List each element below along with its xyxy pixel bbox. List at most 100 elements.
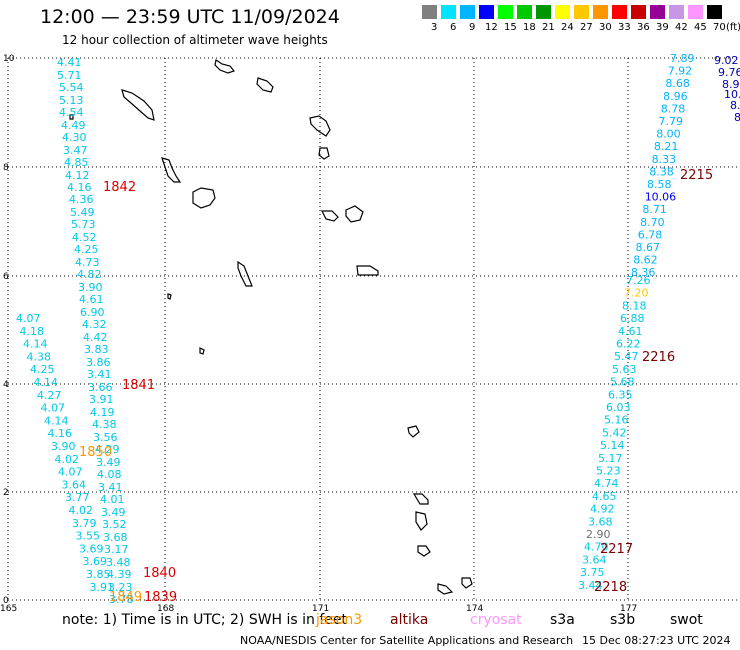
scale-label: 24 [561,22,574,33]
scale-swatch [593,5,608,19]
wave-height-value: 6.35 [608,388,633,401]
wave-height-value: 4.25 [74,243,99,256]
island [256,77,274,93]
axis-tick-labels: 165 168 171 174 177 10 8 6 4 2 0 [0,54,637,614]
island [192,187,216,209]
wave-height-value: 4.85 [64,156,89,169]
wave-height-value: 4.27 [37,389,62,402]
wave-height-value: 4.02 [69,504,94,517]
wave-height-value: 8.70 [640,216,665,229]
y-tick-label: 8 [3,163,9,173]
wave-height-value: 4.19 [90,406,115,419]
island [437,583,454,595]
footer-credit: NOAA/NESDIS Center for Satellite Applica… [240,634,574,647]
wave-height-value: 3.47 [63,144,88,157]
scale-label: 9 [469,22,476,33]
wave-height-value: 5.16 [604,414,629,427]
island [345,205,364,223]
wave-height-value: 3.83 [84,343,109,356]
wave-height-value: 4.36 [69,193,94,206]
pass-time-label: 1841 [122,378,155,393]
wave-height-value: 4.82 [77,268,102,281]
wave-height-value: 8. [730,99,740,112]
wave-height-value: 6.78 [638,228,663,241]
island [461,577,473,589]
wave-height-value: 3.49 [101,506,126,519]
wave-height-value: 3.69 [83,555,108,568]
scale-label: 21 [542,22,555,33]
wave-height-value: 3.52 [102,518,127,531]
scale-label: 42 [675,22,688,33]
wave-height-value: 6.88 [620,312,645,325]
satellite-s3a: s3a [550,612,575,628]
wave-height-value: 5.47 [614,350,639,363]
pass-time-label: 1842 [103,180,136,195]
wave-height-value: 8. [734,111,740,124]
scale-swatch [422,5,437,19]
map-subtitle: 12 hour collection of altimeter wave hei… [62,33,328,47]
scale-swatch [517,5,532,19]
wave-height-value: 7.20 [624,287,649,300]
pass-time-label: 1840 [143,566,176,581]
wave-height-value: 8.67 [636,241,661,254]
wave-height-value: 5.68 [610,376,635,389]
wave-height-value: 10.0 [724,88,740,101]
wave-height-value: 4.07 [58,466,83,479]
satellite-name: cryosat [470,612,522,628]
y-tick-label: 4 [3,380,9,390]
wave-height-value: 10.06 [645,191,677,204]
satellite-jason3: jason3 [316,612,362,628]
wave-height-value: 3.69 [79,542,104,555]
satellite-name: swot [670,612,703,628]
y-tick-label: 2 [3,488,9,498]
footer-timestamp: 15 Dec 08:27:23 UTC 2024 [582,634,731,647]
scale-swatch [441,5,456,19]
wave-height-value: 4.29 [95,443,120,456]
island [214,59,236,74]
wave-height-value: 4.25 [30,363,55,376]
y-tick-label: 6 [3,272,9,282]
wave-height-value: 4.08 [97,468,122,481]
wave-height-value: 4.54 [59,106,84,119]
wave-height-value: 3.77 [65,491,90,504]
x-tick-label: 171 [312,604,329,614]
island [69,114,74,120]
wave-height-value: 5.14 [600,439,625,452]
scale-swatch [707,5,722,19]
wave-height-value: 4.07 [16,312,41,325]
scale-swatch [650,5,665,19]
wave-height-value: 7.26 [626,274,651,287]
scale-label: 39 [656,22,669,33]
pass-time-label: 2217 [600,542,633,557]
wave-height-value: 6.22 [616,338,641,351]
island [407,425,420,438]
satellite-altika: altika [390,612,428,628]
wave-height-value: 5.49 [70,206,95,219]
scale-label: 27 [580,22,593,33]
wave-height-value: 6.90 [80,306,105,319]
wave-height-value: 3.41 [98,481,123,494]
wave-height-value: 7.89 [670,52,695,65]
island [199,347,205,355]
note-text: note: 1) Time is in UTC; 2) SWH is in fe… [62,612,348,628]
wave-height-value: 4.65 [592,490,617,503]
wave-height-value: 8.33 [652,153,677,166]
wave-height-value: 5.17 [598,452,623,465]
altimeter-tracks: 4.415.715.545.134.544.494.303.474.854.12… [16,52,740,606]
wave-height-value: 8.18 [622,299,647,312]
wave-height-value: 3.79 [72,517,97,530]
wave-height-value: 5.13 [59,94,84,107]
wave-height-value: 4.01 [100,493,125,506]
satellite-swot: swot [670,612,703,628]
wave-height-value: 4.18 [20,325,45,338]
scale-swatch [688,5,703,19]
wave-height-value: 8.58 [647,178,672,191]
wave-height-value: 8.00 [656,128,681,141]
scale-label: 15 [504,22,517,33]
wave-height-value: 8.36 [631,266,656,279]
y-tick-label: 0 [3,596,9,606]
wave-height-value: 5.23 [596,465,621,478]
wave-height-value: 4.38 [27,350,52,363]
wave-height-value: 4.30 [62,131,87,144]
